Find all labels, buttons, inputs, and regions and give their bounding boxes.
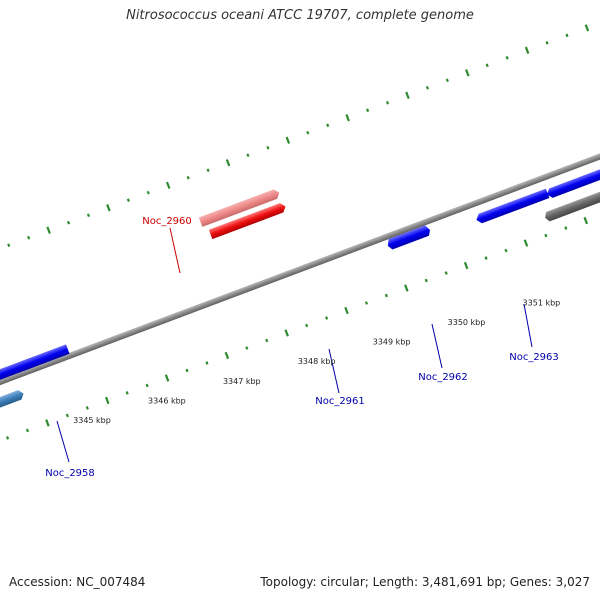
lower-minor-tick bbox=[65, 413, 69, 418]
genome-backbone bbox=[0, 129, 600, 403]
upper-major-tick bbox=[285, 136, 291, 144]
gene-arrow-noc2961[interactable] bbox=[386, 224, 432, 250]
lower-major-tick bbox=[523, 239, 529, 247]
upper-minor-tick bbox=[485, 63, 489, 68]
lower-minor-tick bbox=[85, 406, 89, 410]
gene-label-noc2962[interactable]: Noc_2962 bbox=[418, 372, 468, 383]
upper-minor-tick bbox=[126, 198, 130, 203]
gene-arrow-noc2963-a[interactable] bbox=[545, 153, 600, 200]
lower-minor-tick bbox=[504, 248, 508, 253]
upper-minor-tick bbox=[326, 123, 330, 128]
lower-major-tick bbox=[104, 396, 110, 405]
lower-minor-tick bbox=[245, 346, 249, 350]
upper-minor-tick bbox=[246, 153, 250, 158]
upper-minor-tick bbox=[545, 41, 549, 45]
lower-minor-tick bbox=[5, 436, 10, 440]
scale-label: 3345 kbp bbox=[73, 416, 111, 425]
gene-label-noc2960[interactable]: Noc_2960 bbox=[142, 216, 192, 227]
upper-major-tick bbox=[405, 91, 410, 99]
scale-label: 3347 kbp bbox=[223, 377, 261, 386]
upper-minor-tick bbox=[366, 108, 370, 113]
lower-minor-tick bbox=[145, 383, 149, 388]
lower-major-tick bbox=[344, 306, 349, 315]
leader-line-noc2962 bbox=[431, 323, 443, 369]
leader-line-noc2960 bbox=[169, 227, 181, 274]
upper-major-tick bbox=[345, 114, 350, 122]
gene-arrow-teal[interactable] bbox=[0, 389, 25, 416]
leader-line-noc2958 bbox=[56, 420, 70, 463]
upper-major-tick bbox=[524, 46, 530, 54]
gene-label-noc2961[interactable]: Noc_2961 bbox=[315, 396, 365, 407]
lower-major-tick bbox=[583, 216, 589, 225]
upper-minor-tick bbox=[445, 78, 449, 83]
upper-minor-tick bbox=[306, 130, 310, 135]
lower-major-tick bbox=[463, 261, 469, 270]
lower-minor-tick bbox=[265, 338, 269, 343]
lower-minor-tick bbox=[564, 226, 568, 230]
accession-label: Accession: NC_007484 bbox=[9, 575, 146, 589]
upper-minor-tick bbox=[186, 175, 190, 180]
lower-major-tick bbox=[404, 284, 409, 292]
scale-label: 3346 kbp bbox=[148, 396, 186, 405]
gene-arrow-noc2962[interactable] bbox=[475, 188, 550, 225]
scale-label: 3351 kbp bbox=[523, 298, 561, 307]
gene-label-noc2963[interactable]: Noc_2963 bbox=[509, 352, 559, 363]
scale-label: 3349 kbp bbox=[373, 338, 411, 347]
lower-minor-tick bbox=[205, 361, 209, 365]
upper-minor-tick bbox=[27, 235, 31, 240]
upper-minor-tick bbox=[505, 56, 509, 60]
leader-line-noc2961 bbox=[328, 348, 340, 394]
lower-major-tick bbox=[284, 329, 289, 337]
lower-minor-tick bbox=[364, 301, 368, 305]
gene-label-noc2958[interactable]: Noc_2958 bbox=[45, 468, 95, 479]
lower-minor-tick bbox=[384, 293, 388, 298]
gene-arrow-gray[interactable] bbox=[543, 182, 600, 222]
upper-minor-tick bbox=[565, 33, 569, 38]
lower-minor-tick bbox=[305, 323, 309, 328]
upper-major-tick bbox=[46, 226, 51, 234]
upper-major-tick bbox=[225, 159, 231, 167]
upper-minor-tick bbox=[266, 145, 270, 150]
lower-minor-tick bbox=[484, 256, 488, 260]
lower-tick-track bbox=[5, 216, 589, 440]
gene-labels: Noc_2958 Noc_2960 Noc_2961 Noc_2962 Noc_… bbox=[45, 216, 559, 479]
upper-major-tick bbox=[106, 204, 111, 212]
lower-minor-tick bbox=[125, 391, 129, 395]
lower-minor-tick bbox=[185, 368, 189, 373]
lower-minor-tick bbox=[424, 278, 428, 283]
scale-label: 3350 kbp bbox=[448, 318, 486, 327]
leader-line-noc2963 bbox=[523, 303, 533, 348]
lower-minor-tick bbox=[444, 271, 448, 275]
gene-arrow-blue-left-a[interactable] bbox=[17, 344, 70, 372]
lower-minor-tick bbox=[25, 428, 30, 433]
upper-minor-tick bbox=[425, 86, 429, 90]
upper-minor-tick bbox=[86, 213, 91, 217]
scale-label: 3348 kbp bbox=[298, 357, 336, 366]
upper-minor-tick bbox=[385, 101, 390, 105]
upper-minor-tick bbox=[7, 243, 11, 247]
upper-major-tick bbox=[165, 181, 171, 189]
lower-minor-tick bbox=[544, 233, 548, 238]
genome-title: Nitrosococcus oceani ATCC 19707, complet… bbox=[126, 8, 474, 23]
lower-minor-tick bbox=[325, 316, 329, 320]
lower-major-tick bbox=[164, 374, 170, 382]
upper-major-tick bbox=[584, 24, 590, 32]
upper-minor-tick bbox=[206, 168, 210, 173]
upper-minor-tick bbox=[66, 220, 71, 225]
lower-major-tick bbox=[224, 351, 230, 360]
upper-major-tick bbox=[465, 69, 470, 77]
gene-arrow-noc2960-shadow[interactable] bbox=[198, 188, 281, 227]
upper-minor-tick bbox=[146, 190, 150, 195]
genome-stats-label: Topology: circular; Length: 3,481,691 bp… bbox=[260, 575, 590, 589]
genome-track bbox=[0, 24, 600, 440]
scale-labels: 3345 kbp 3346 kbp 3347 kbp 3348 kbp 3349 kbp… bbox=[73, 298, 560, 425]
lower-major-tick bbox=[45, 419, 50, 427]
upper-tick-track bbox=[7, 24, 590, 247]
gene-arrow-noc2960[interactable] bbox=[208, 202, 287, 240]
